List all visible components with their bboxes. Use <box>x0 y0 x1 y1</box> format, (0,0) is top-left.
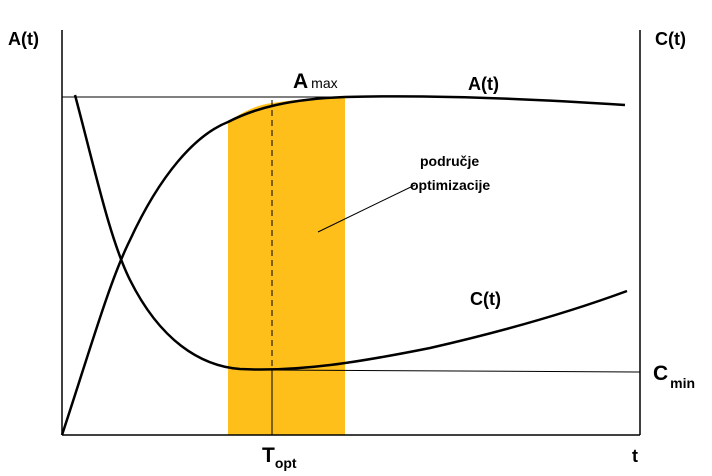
region-label-1: područje <box>420 153 479 169</box>
axes <box>60 30 641 436</box>
left-axis-label: A(t) <box>8 29 39 49</box>
region-label-2: optimizacije <box>410 177 490 193</box>
c-curve-label: C(t) <box>470 289 501 309</box>
a-curve-label: A(t) <box>468 74 499 94</box>
c-curve <box>73 94 628 371</box>
optimization-region <box>228 97 345 435</box>
a-curve <box>60 95 626 436</box>
x-axis-label: t <box>632 446 638 466</box>
pointer <box>317 184 416 233</box>
cmin-line <box>271 369 641 373</box>
right-axis-label: C(t) <box>655 29 686 49</box>
topt-label: Topt <box>262 444 297 471</box>
